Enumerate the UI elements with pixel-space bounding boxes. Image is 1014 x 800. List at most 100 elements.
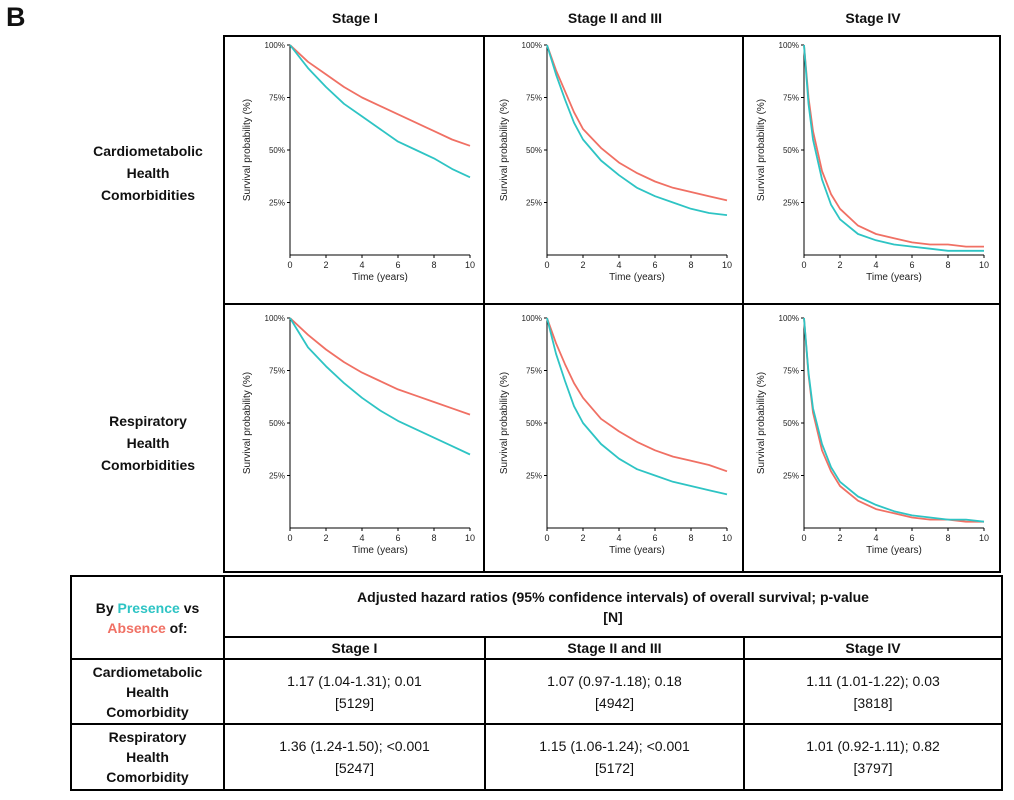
y-tick-label: 100% [265, 41, 285, 50]
grid-divider [223, 303, 1001, 305]
y-tick-label: 50% [783, 419, 799, 428]
y-tick-label: 75% [526, 367, 542, 376]
absence-survival-curve [289, 44, 471, 147]
sample-size: [3797] [853, 760, 893, 776]
table-header-line1: Adjusted hazard ratios (95% confidence i… [357, 588, 869, 605]
table-row: Cardiometabolic Health Comorbidity 1.17 … [70, 658, 1003, 725]
table-header: Adjusted hazard ratios (95% confidence i… [223, 575, 1003, 638]
row-label-line: Comorbidity [106, 769, 189, 785]
y-axis-label: Survival probability (%) [242, 99, 253, 201]
y-tick-label: 25% [526, 472, 542, 481]
by-text: By [95, 599, 114, 616]
table-header-line2: [N] [603, 608, 623, 625]
y-axis-label: Survival probability (%) [499, 372, 510, 474]
x-tick-label: 10 [979, 533, 989, 543]
table-stage-4-header: Stage IV [743, 636, 1003, 660]
table-row-label: Respiratory Health Comorbidity [70, 723, 225, 791]
x-axis-label: Time (years) [352, 545, 408, 556]
absence-survival-curve [803, 317, 984, 523]
row-label-line: Cardiometabolic [93, 143, 203, 159]
x-tick-label: 2 [580, 533, 585, 543]
x-tick-label: 0 [544, 533, 549, 543]
x-tick-label: 4 [873, 260, 878, 270]
y-tick-label: 75% [526, 94, 542, 103]
x-tick-label: 4 [616, 533, 621, 543]
x-tick-label: 2 [323, 260, 328, 270]
x-tick-label: 6 [652, 533, 657, 543]
y-tick-label: 100% [779, 41, 799, 50]
row-label-line: Comorbidities [100, 187, 196, 203]
hazard-ratio: 1.15 (1.06-1.24); <0.001 [539, 738, 690, 754]
x-tick-label: 8 [431, 260, 436, 270]
x-axis-label: Time (years) [866, 545, 922, 556]
x-tick-label: 2 [323, 533, 328, 543]
hazard-ratio: 1.36 (1.24-1.50); <0.001 [279, 738, 430, 754]
y-tick-label: 50% [526, 146, 542, 155]
presence-survival-curve [546, 317, 728, 496]
table-stage-2-3-header: Stage II and III [484, 636, 745, 660]
y-tick-label: 75% [783, 94, 799, 103]
column-title-stage-2-3: Stage II and III [567, 10, 663, 26]
x-tick-label: 4 [616, 260, 621, 270]
y-axis-label: Survival probability (%) [242, 372, 253, 474]
of-text: of: [169, 619, 188, 636]
column-title-stage-4: Stage IV [845, 10, 901, 26]
x-tick-label: 6 [395, 260, 400, 270]
row-label-cardiometabolic: Cardiometabolic Health Comorbidities [73, 140, 223, 206]
x-axis-label: Time (years) [352, 272, 408, 283]
x-tick-label: 10 [465, 260, 475, 270]
sample-size: [5129] [335, 694, 374, 711]
y-axis-label: Survival probability (%) [499, 99, 510, 201]
presence-survival-curve [289, 317, 471, 456]
row-label-line: Respiratory [109, 413, 187, 429]
y-tick-label: 25% [783, 472, 799, 481]
hazard-ratio: 1.07 (0.97-1.18); 0.18 [547, 672, 682, 689]
y-tick-label: 25% [783, 199, 799, 208]
row-label-respiratory: Respiratory Health Comorbidities [73, 410, 223, 476]
row-label-line: Comorbidity [106, 703, 189, 720]
x-tick-label: 4 [873, 533, 878, 543]
x-tick-label: 8 [431, 533, 436, 543]
panel-letter: B [6, 2, 26, 32]
hazard-ratio: 1.17 (1.04-1.31); 0.01 [287, 672, 422, 689]
hazard-ratio: 1.01 (0.92-1.11); 0.82 [806, 738, 940, 754]
y-tick-label: 25% [269, 472, 285, 481]
table-row: Respiratory Health Comorbidity 1.36 (1.2… [70, 723, 1003, 791]
x-axis-label: Time (years) [609, 545, 665, 556]
sample-size: [4942] [595, 694, 634, 711]
x-tick-label: 8 [688, 533, 693, 543]
x-tick-label: 0 [801, 533, 806, 543]
x-tick-label: 0 [287, 260, 292, 270]
row-label-line: Health [126, 749, 169, 765]
column-title-stage-1: Stage I [332, 10, 378, 26]
absence-survival-curve [803, 44, 984, 248]
x-tick-label: 10 [722, 260, 732, 270]
x-tick-label: 6 [395, 533, 400, 543]
presence-survival-curve [289, 44, 471, 179]
x-tick-label: 2 [837, 533, 842, 543]
table-stage-1-header: Stage I [223, 636, 486, 660]
presence-survival-curve [546, 44, 728, 216]
x-tick-label: 6 [909, 533, 914, 543]
table-corner-label: By Presence vs Absence of: [70, 575, 225, 660]
table-cell: 1.07 (0.97-1.18); 0.18 [4942] [484, 658, 745, 725]
row-label-line: Cardiometabolic [92, 663, 203, 680]
y-tick-label: 100% [522, 314, 542, 323]
x-tick-label: 0 [801, 260, 806, 270]
row-label-line: Comorbidities [100, 457, 196, 473]
x-tick-label: 0 [544, 260, 549, 270]
hazard-ratio-table: By Presence vs Absence of: Adjusted haza… [70, 575, 1003, 791]
x-tick-label: 10 [722, 533, 732, 543]
presence-survival-curve [803, 317, 985, 523]
row-label-line: Health [126, 683, 169, 700]
presence-text: Presence [117, 599, 180, 616]
y-axis-label: Survival probability (%) [756, 99, 767, 201]
row-label-line: Health [126, 165, 170, 181]
y-tick-label: 25% [269, 199, 285, 208]
x-tick-label: 2 [837, 260, 842, 270]
y-tick-label: 75% [269, 367, 285, 376]
y-tick-label: 50% [783, 146, 799, 155]
absence-survival-curve [289, 317, 471, 416]
x-tick-label: 8 [688, 260, 693, 270]
y-tick-label: 50% [526, 419, 542, 428]
